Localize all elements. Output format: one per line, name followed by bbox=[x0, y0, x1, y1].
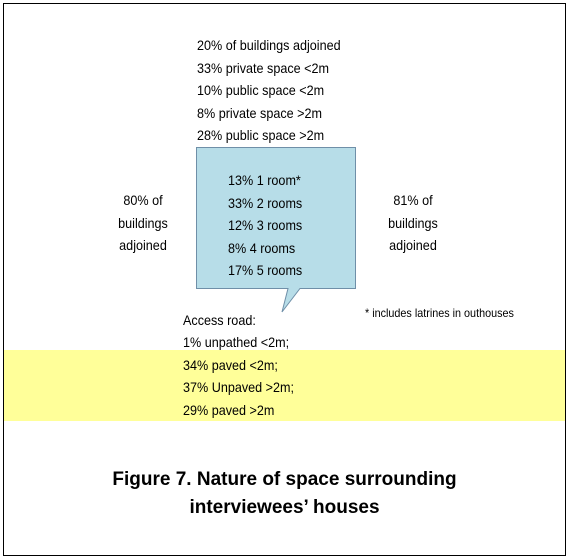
top-line: 8% private space >2m bbox=[197, 104, 323, 121]
callout-box bbox=[196, 147, 356, 313]
right-line: adjoined bbox=[389, 237, 437, 253]
top-line: 28% public space >2m bbox=[197, 127, 325, 143]
caption: Figure 7. Nature of space surrounding bbox=[112, 469, 457, 490]
box-line: 13% 1 room* bbox=[228, 172, 301, 188]
access-line: 29% paved >2m bbox=[183, 401, 275, 418]
box-line: 33% 2 rooms bbox=[228, 194, 303, 211]
top-line: 20% of buildings adjoined bbox=[197, 37, 341, 53]
access-heading: Access road: bbox=[183, 312, 256, 328]
left-line: 80% of bbox=[123, 192, 163, 208]
caption: interviewees’ houses bbox=[189, 497, 380, 518]
box-line: 12% 3 rooms bbox=[228, 217, 303, 233]
access-line: 1% unpathed <2m; bbox=[183, 334, 290, 350]
highlight-band bbox=[4, 350, 565, 421]
left-line: adjoined bbox=[119, 237, 167, 253]
access-line: 34% paved <2m; bbox=[183, 356, 278, 373]
box-line: 17% 5 rooms bbox=[228, 262, 303, 278]
right-line: buildings bbox=[388, 214, 438, 231]
right-line: 81% of bbox=[393, 192, 433, 208]
access-line: 37% Unpaved >2m; bbox=[183, 379, 295, 395]
top-line: 10% public space <2m bbox=[197, 82, 325, 98]
note: * includes latrines in outhouses bbox=[365, 306, 514, 320]
left-line: buildings bbox=[118, 214, 168, 231]
box-line: 8% 4 rooms bbox=[228, 239, 296, 256]
top-line: 33% private space <2m bbox=[197, 59, 330, 76]
figure-border bbox=[3, 3, 566, 556]
